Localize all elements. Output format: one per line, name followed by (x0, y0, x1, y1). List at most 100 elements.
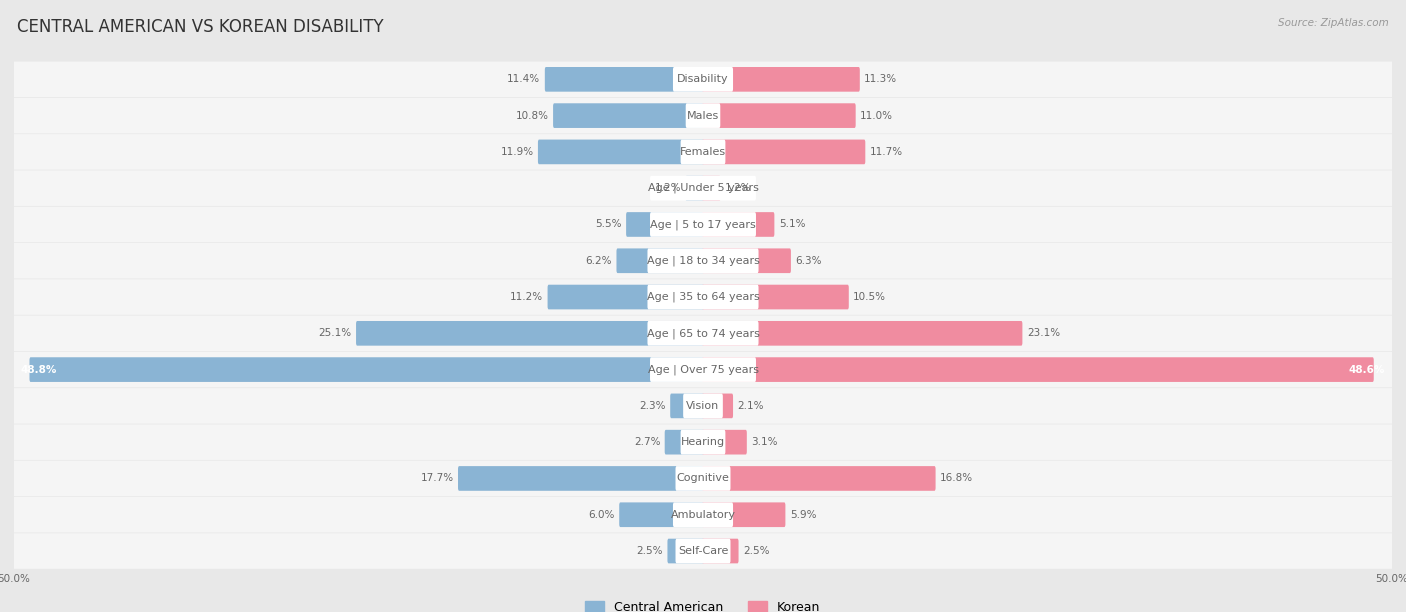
Text: 10.8%: 10.8% (516, 111, 548, 121)
FancyBboxPatch shape (616, 248, 704, 273)
FancyBboxPatch shape (673, 67, 733, 92)
FancyBboxPatch shape (13, 316, 1393, 351)
Text: Self-Care: Self-Care (678, 546, 728, 556)
FancyBboxPatch shape (702, 321, 1022, 346)
FancyBboxPatch shape (544, 67, 704, 92)
Text: Source: ZipAtlas.com: Source: ZipAtlas.com (1278, 18, 1389, 28)
FancyBboxPatch shape (702, 502, 786, 527)
FancyBboxPatch shape (13, 207, 1393, 242)
Text: 2.3%: 2.3% (640, 401, 666, 411)
Text: Males: Males (688, 111, 718, 121)
Text: Vision: Vision (686, 401, 720, 411)
Text: 11.4%: 11.4% (508, 74, 540, 84)
Text: Age | Under 5 years: Age | Under 5 years (648, 183, 758, 193)
Text: 1.2%: 1.2% (654, 183, 681, 193)
Text: CENTRAL AMERICAN VS KOREAN DISABILITY: CENTRAL AMERICAN VS KOREAN DISABILITY (17, 18, 384, 36)
FancyBboxPatch shape (648, 248, 758, 273)
Text: Age | Over 75 years: Age | Over 75 years (648, 364, 758, 375)
Text: Cognitive: Cognitive (676, 474, 730, 483)
FancyBboxPatch shape (13, 352, 1393, 387)
FancyBboxPatch shape (702, 466, 935, 491)
FancyBboxPatch shape (650, 176, 756, 201)
Text: 2.7%: 2.7% (634, 437, 661, 447)
Text: 23.1%: 23.1% (1026, 328, 1060, 338)
Text: Hearing: Hearing (681, 437, 725, 447)
Text: 6.0%: 6.0% (589, 510, 614, 520)
Text: 6.2%: 6.2% (585, 256, 612, 266)
Text: 5.1%: 5.1% (779, 220, 806, 230)
FancyBboxPatch shape (702, 430, 747, 455)
Text: 11.0%: 11.0% (860, 111, 893, 121)
Text: 1.2%: 1.2% (725, 183, 752, 193)
FancyBboxPatch shape (702, 539, 738, 564)
FancyBboxPatch shape (702, 212, 775, 237)
FancyBboxPatch shape (650, 212, 756, 237)
FancyBboxPatch shape (458, 466, 704, 491)
FancyBboxPatch shape (13, 170, 1393, 206)
FancyBboxPatch shape (665, 430, 704, 455)
FancyBboxPatch shape (685, 176, 704, 201)
FancyBboxPatch shape (681, 140, 725, 164)
FancyBboxPatch shape (648, 285, 758, 310)
FancyBboxPatch shape (30, 357, 704, 382)
FancyBboxPatch shape (702, 394, 733, 418)
FancyBboxPatch shape (702, 103, 856, 128)
Text: Females: Females (681, 147, 725, 157)
Text: 25.1%: 25.1% (319, 328, 352, 338)
Text: 11.9%: 11.9% (501, 147, 533, 157)
FancyBboxPatch shape (650, 357, 756, 382)
FancyBboxPatch shape (702, 248, 792, 273)
FancyBboxPatch shape (13, 388, 1393, 424)
FancyBboxPatch shape (702, 285, 849, 310)
FancyBboxPatch shape (13, 62, 1393, 97)
Text: 3.1%: 3.1% (751, 437, 778, 447)
Text: Age | 5 to 17 years: Age | 5 to 17 years (650, 219, 756, 230)
FancyBboxPatch shape (13, 98, 1393, 133)
Text: Ambulatory: Ambulatory (671, 510, 735, 520)
Text: 6.3%: 6.3% (796, 256, 823, 266)
FancyBboxPatch shape (675, 466, 731, 491)
Text: 16.8%: 16.8% (941, 474, 973, 483)
FancyBboxPatch shape (683, 394, 723, 418)
Text: 5.9%: 5.9% (790, 510, 817, 520)
Text: 17.7%: 17.7% (420, 474, 454, 483)
Text: 11.3%: 11.3% (865, 74, 897, 84)
FancyBboxPatch shape (626, 212, 704, 237)
Text: Disability: Disability (678, 74, 728, 84)
FancyBboxPatch shape (13, 279, 1393, 315)
Text: 2.5%: 2.5% (637, 546, 664, 556)
FancyBboxPatch shape (702, 140, 865, 164)
FancyBboxPatch shape (13, 134, 1393, 170)
Text: 48.8%: 48.8% (21, 365, 58, 375)
FancyBboxPatch shape (553, 103, 704, 128)
FancyBboxPatch shape (671, 394, 704, 418)
FancyBboxPatch shape (648, 321, 758, 346)
FancyBboxPatch shape (13, 497, 1393, 532)
Text: 11.2%: 11.2% (510, 292, 543, 302)
Text: Age | 18 to 34 years: Age | 18 to 34 years (647, 255, 759, 266)
Text: Age | 65 to 74 years: Age | 65 to 74 years (647, 328, 759, 338)
FancyBboxPatch shape (668, 539, 704, 564)
FancyBboxPatch shape (13, 533, 1393, 569)
FancyBboxPatch shape (547, 285, 704, 310)
FancyBboxPatch shape (13, 424, 1393, 460)
FancyBboxPatch shape (702, 67, 860, 92)
Text: 10.5%: 10.5% (853, 292, 886, 302)
FancyBboxPatch shape (675, 539, 731, 564)
FancyBboxPatch shape (356, 321, 704, 346)
Legend: Central American, Korean: Central American, Korean (581, 596, 825, 612)
Text: 5.5%: 5.5% (595, 220, 621, 230)
Text: 2.1%: 2.1% (738, 401, 763, 411)
FancyBboxPatch shape (619, 502, 704, 527)
FancyBboxPatch shape (13, 461, 1393, 496)
FancyBboxPatch shape (538, 140, 704, 164)
FancyBboxPatch shape (702, 357, 1374, 382)
Text: 48.6%: 48.6% (1348, 365, 1385, 375)
FancyBboxPatch shape (673, 502, 733, 527)
FancyBboxPatch shape (702, 176, 721, 201)
Text: Age | 35 to 64 years: Age | 35 to 64 years (647, 292, 759, 302)
FancyBboxPatch shape (686, 103, 720, 128)
Text: 11.7%: 11.7% (870, 147, 903, 157)
Text: 2.5%: 2.5% (742, 546, 769, 556)
FancyBboxPatch shape (13, 243, 1393, 278)
